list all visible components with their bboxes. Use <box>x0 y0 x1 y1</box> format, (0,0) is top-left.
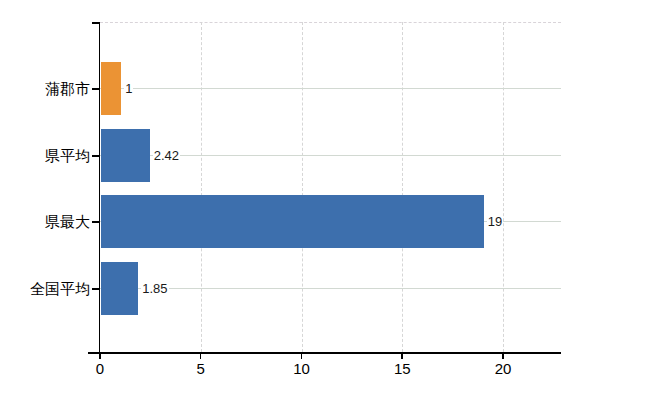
bar-1 <box>101 129 150 182</box>
y-tick <box>92 88 100 90</box>
bar-3 <box>101 262 138 315</box>
bar-value-label: 2.42 <box>153 149 180 162</box>
bar-value-label: 1.85 <box>141 282 168 295</box>
bar-2 <box>101 195 484 248</box>
x-tick-label: 0 <box>96 361 104 376</box>
gridline-top <box>100 22 561 23</box>
category-label: 蒲郡市 <box>0 81 90 96</box>
gridline-horizontal <box>100 288 561 289</box>
y-tick <box>92 221 100 223</box>
x-tick <box>301 352 303 359</box>
x-axis-line <box>88 352 561 354</box>
gridline-vertical <box>503 22 504 352</box>
category-label: 県平均 <box>0 148 90 163</box>
x-tick-label: 10 <box>293 361 310 376</box>
x-tick-label: 5 <box>197 361 205 376</box>
x-tick <box>401 352 403 359</box>
x-tick <box>200 352 202 359</box>
gridline-vertical <box>402 22 403 352</box>
bar-value-label: 19 <box>487 215 503 228</box>
gridline-vertical <box>302 22 303 352</box>
y-axis-line <box>99 22 101 354</box>
category-label: 全国平均 <box>0 281 90 296</box>
gridline-vertical <box>201 22 202 352</box>
bar-value-label: 1 <box>124 82 133 95</box>
category-label: 県最大 <box>0 214 90 229</box>
x-tick-label: 20 <box>495 361 512 376</box>
y-tick <box>92 288 100 290</box>
bar-chart: 1 2.42 19 1.85 蒲郡市県平均県最大全国平均 0 5 10 15 20 <box>0 0 650 400</box>
bar-0 <box>101 62 121 115</box>
x-tick <box>99 352 101 359</box>
y-tick <box>92 155 100 157</box>
x-tick <box>502 352 504 359</box>
x-tick-label: 15 <box>394 361 411 376</box>
gridline-horizontal <box>100 88 561 89</box>
y-axis-top-tick <box>92 22 100 24</box>
